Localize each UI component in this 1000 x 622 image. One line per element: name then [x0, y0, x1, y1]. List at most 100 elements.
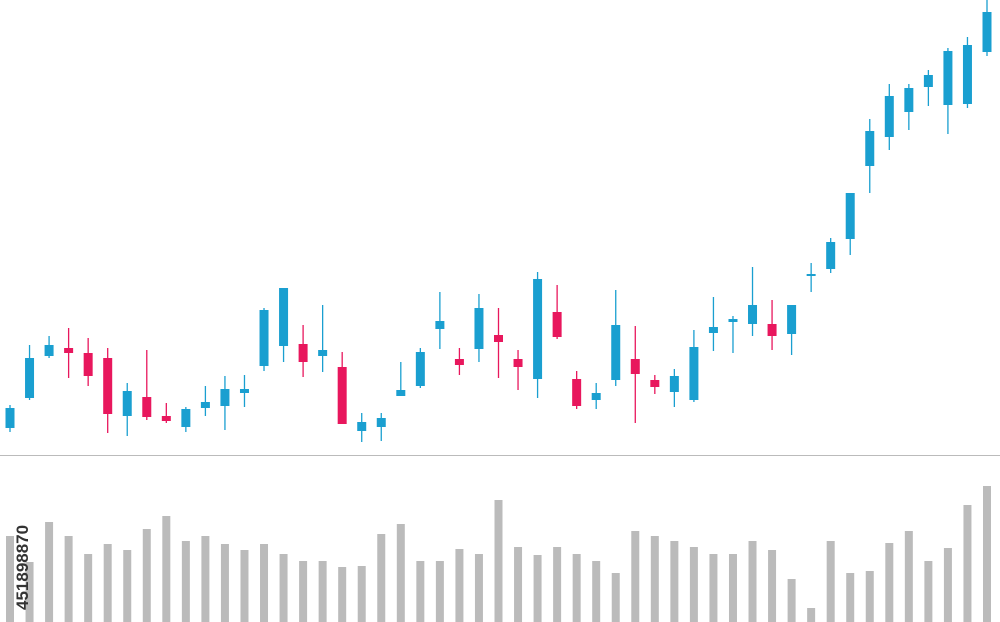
candle-body — [318, 350, 328, 356]
volume-bar — [494, 500, 503, 622]
volume-bar — [474, 554, 483, 622]
volume-bar — [611, 573, 620, 622]
volume-bar — [670, 541, 679, 622]
candle-body — [376, 418, 386, 427]
candle-body — [630, 359, 640, 374]
candle-body — [435, 321, 445, 329]
candle-body — [611, 325, 621, 380]
candle-body — [239, 389, 249, 393]
candle-body — [513, 359, 523, 367]
watermark: 451898870 — [13, 525, 32, 610]
candle-body — [962, 45, 972, 104]
volume-bar — [885, 543, 894, 622]
candle-body — [122, 391, 132, 416]
volume-bar — [924, 561, 933, 622]
volume-bar — [514, 547, 523, 622]
candle-body — [415, 352, 425, 386]
candle-body — [44, 345, 54, 356]
candle-body — [357, 422, 367, 431]
volume-bar — [201, 536, 210, 622]
candle-body — [298, 344, 308, 362]
volume-bar — [240, 550, 249, 622]
marks — [5, 0, 992, 622]
volume-bar — [943, 548, 952, 622]
volume-bar — [181, 541, 190, 622]
candle-body — [259, 310, 269, 366]
volume-bar — [338, 567, 347, 622]
volume-bar — [318, 561, 327, 622]
volume-bar — [533, 555, 542, 622]
candle-body — [25, 358, 35, 398]
volume-bar — [64, 536, 73, 622]
volume-bar — [748, 541, 757, 622]
volume-bar — [768, 550, 777, 622]
candle-body — [787, 305, 797, 334]
candle-body — [572, 379, 582, 406]
volume-bar — [846, 573, 855, 622]
candle-body — [552, 312, 562, 337]
candle-body — [83, 353, 93, 376]
volume-bar — [807, 608, 816, 622]
volume-bar — [25, 562, 34, 622]
candle-body — [591, 393, 601, 400]
candle-body — [884, 96, 894, 137]
volume-bar — [963, 505, 972, 622]
volume-bar — [45, 522, 54, 622]
candle-body — [64, 348, 74, 353]
candle-body — [845, 193, 855, 239]
candle-body — [337, 367, 347, 424]
candle-body — [5, 408, 15, 428]
candle-body — [103, 358, 113, 414]
candle-body — [923, 75, 933, 87]
candle-body — [454, 359, 464, 365]
volume-bar — [435, 561, 444, 622]
volume-bar — [84, 554, 93, 622]
candle-body — [943, 51, 953, 105]
volume-bar — [220, 544, 229, 622]
candle-body — [669, 376, 679, 392]
candle-body — [533, 279, 543, 379]
volume-bar — [416, 561, 425, 622]
volume-bar — [396, 524, 405, 622]
candle-body — [689, 347, 699, 400]
candle-body — [748, 305, 758, 324]
candle-body — [220, 389, 230, 406]
volume-bar — [709, 554, 718, 622]
candle-body — [806, 274, 816, 276]
candle-body — [708, 327, 718, 333]
candle-body — [767, 324, 777, 336]
candle-body — [279, 288, 289, 346]
volume-bar — [865, 571, 874, 622]
volume-bar — [826, 541, 835, 622]
volume-bar — [123, 550, 132, 622]
volume-bar — [142, 529, 151, 622]
volume-bar — [572, 554, 581, 622]
candle-body — [474, 308, 484, 349]
volume-bar — [455, 549, 464, 622]
volume-bar — [162, 516, 171, 622]
candle-body — [728, 319, 738, 322]
volume-bar — [553, 547, 562, 622]
candle-body — [826, 242, 836, 269]
candle-body — [161, 416, 171, 421]
volume-bar — [983, 486, 991, 622]
volume-bar — [592, 561, 601, 622]
volume-bar — [787, 579, 796, 622]
candle-body — [494, 335, 503, 342]
candle-body — [904, 88, 914, 112]
volume-bar — [260, 544, 269, 622]
volume-bar — [904, 531, 913, 622]
candle-body — [181, 409, 191, 427]
candle-body — [200, 402, 210, 408]
volume-bar — [377, 534, 386, 622]
candle-body — [396, 390, 406, 396]
candle-body — [142, 397, 152, 417]
volume-bar — [357, 566, 366, 622]
volume-bar — [6, 536, 14, 622]
candle-body — [865, 131, 875, 166]
volume-bar — [728, 554, 737, 622]
candle-body — [650, 380, 660, 387]
volume-bar — [103, 544, 112, 622]
volume-bar — [689, 547, 698, 622]
